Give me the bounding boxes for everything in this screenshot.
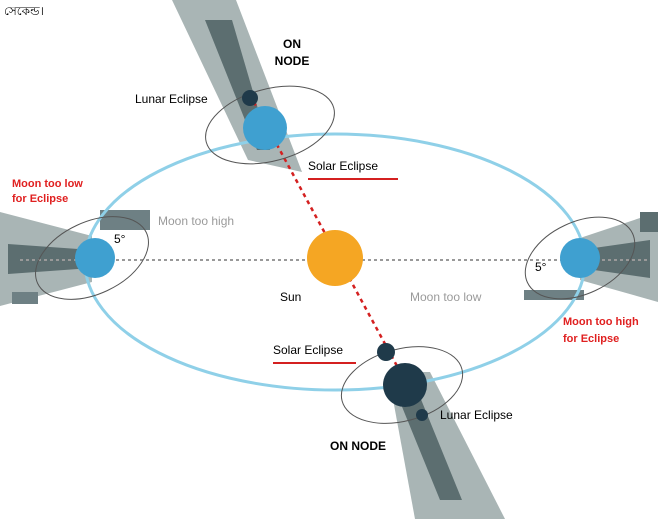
earth [560, 238, 600, 278]
earth [75, 238, 115, 278]
label: 5° [114, 232, 126, 246]
sun [307, 230, 363, 286]
label: Lunar Eclipse [440, 408, 513, 422]
label: Lunar Eclipse [135, 92, 208, 106]
label: Solar Eclipse [273, 343, 343, 357]
moon-left-low [12, 292, 38, 304]
top-text: সেকেন্ড। [4, 4, 44, 18]
label: Moon too low [410, 290, 482, 304]
earth [243, 106, 287, 150]
diagram: সেকেন্ড। ON NODE Lunar Eclipse Solar Ecl… [0, 0, 658, 519]
label: Moon too high [158, 214, 234, 228]
label: Moon too high [563, 316, 639, 328]
label: Sun [280, 290, 301, 304]
label: NODE [275, 54, 310, 68]
moon [242, 90, 258, 106]
label: Solar Eclipse [308, 159, 378, 173]
label: for Eclipse [563, 333, 619, 345]
label: ON NODE [330, 439, 386, 453]
label: ON [283, 37, 301, 51]
moon-right-high [640, 212, 658, 232]
label: for Eclipse [12, 193, 68, 205]
moon [416, 409, 428, 421]
label: 5° [535, 260, 547, 274]
moon [377, 343, 395, 361]
label: Moon too low [12, 178, 83, 190]
earth [383, 363, 427, 407]
